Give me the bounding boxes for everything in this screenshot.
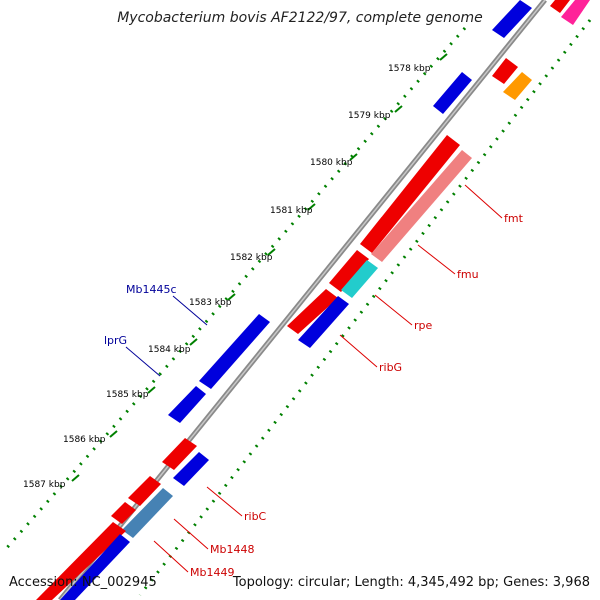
reverse-strand-genes [168, 0, 532, 423]
label-connectors [125, 184, 503, 573]
tick-marks [71, 53, 448, 482]
connector-mb1448 [173, 518, 209, 550]
connector-mb1445c [172, 295, 208, 326]
tick-mark [349, 153, 358, 161]
connector-mb1449 [153, 540, 189, 573]
gene-arrow-mb1445c [199, 314, 270, 389]
gene-arrow [492, 58, 518, 84]
gene-arrow-rpe [341, 260, 378, 298]
connector-fmu [417, 244, 456, 275]
gene-arrow [128, 476, 161, 506]
map-title: Mycobacterium bovis AF2122/97, complete … [117, 10, 483, 26]
tick-mark [307, 203, 316, 211]
gene-arrow [503, 72, 532, 100]
gene-arrow [36, 522, 126, 600]
tick-mark [109, 430, 118, 438]
gene-label-mb1449: Mb1449 [190, 566, 234, 579]
gene-label-mb1448: Mb1448 [210, 543, 254, 556]
accession-text: Accession: NC_002945 [9, 575, 157, 590]
gene-label-fmt: fmt [504, 212, 524, 225]
tick-mark [267, 248, 276, 256]
tick-mark [71, 474, 80, 482]
tick-label: 1581 kbp [270, 206, 313, 216]
gene-arrow-lprg [168, 386, 206, 423]
outer-dotted-ring [3, 27, 467, 551]
gene-label-ribc: ribC [244, 510, 267, 523]
gene-arrow [433, 72, 472, 114]
gene-label-rpe: rpe [414, 319, 433, 332]
gene-arrow [162, 438, 197, 470]
tick-mark [147, 386, 156, 394]
gene-arrow-fmt [360, 135, 460, 253]
tick-label: 1587 kbp [23, 480, 66, 490]
tick-mark [227, 293, 236, 301]
tick-label: 1583 kbp [189, 298, 232, 308]
connector-lprg [125, 346, 161, 377]
gene-arrow [287, 289, 338, 334]
tick-mark [189, 338, 198, 346]
tick-label: 1586 kbp [63, 435, 106, 445]
gene-label-ribg: ribG [379, 361, 402, 374]
tick-label: 1584 kbp [148, 345, 191, 355]
inner-dotted-ring [138, 19, 592, 596]
tick-label: 1580 kbp [310, 158, 353, 168]
connector-rpe [374, 294, 413, 326]
tick-label: 1578 kbp [388, 64, 431, 74]
gene-label-fmu: fmu [457, 268, 479, 281]
gene-arrow [329, 250, 369, 292]
gene-arrow [111, 502, 136, 524]
gene-arrow-mb1449 [60, 534, 130, 600]
gene-label-mb1445c: Mb1445c [126, 283, 177, 296]
tick-labels: 1578 kbp 1579 kbp 1580 kbp 1581 kbp 1582… [23, 64, 431, 490]
tick-mark [439, 53, 448, 61]
gene-arrow [561, 0, 590, 25]
genome-summary: Topology: circular; Length: 4,345,492 bp… [232, 575, 590, 590]
gene-label-lprg: lprG [104, 334, 127, 347]
gene-arrow [492, 0, 532, 38]
gene-arrow [550, 0, 570, 13]
gene-labels: fmt fmu rpe ribG ribC Mb1448 Mb1449 Mb14… [104, 212, 524, 579]
gene-arrow-ribc [173, 452, 209, 486]
connector-ribg [339, 334, 378, 368]
gene-arrow-ribg [298, 296, 349, 348]
tick-mark [394, 105, 403, 113]
tick-label: 1579 kbp [348, 111, 391, 121]
gene-arrow-fmu [371, 150, 472, 262]
tick-label: 1582 kbp [230, 253, 273, 263]
tick-label: 1585 kbp [106, 390, 149, 400]
forward-strand-genes [36, 0, 590, 600]
connector-fmt [464, 184, 503, 219]
gene-arrow-mb1448 [122, 488, 173, 538]
connector-ribc [206, 486, 243, 517]
